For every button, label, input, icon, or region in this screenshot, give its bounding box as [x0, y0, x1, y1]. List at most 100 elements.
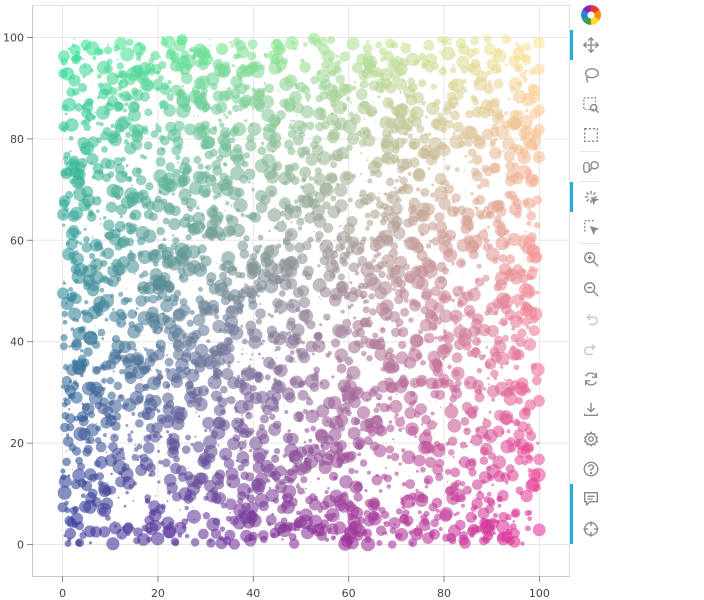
scatter-point: [510, 380, 521, 390]
scatter-point: [60, 384, 66, 389]
scatter-point: [519, 114, 534, 129]
box-select-icon[interactable]: [576, 122, 606, 148]
scatter-point: [271, 358, 274, 361]
scatter-point: [83, 330, 98, 345]
scatter-point: [166, 93, 175, 101]
scatter-point: [310, 425, 317, 432]
scatter-point: [157, 75, 164, 81]
scatter-point: [62, 281, 67, 285]
scatter-point: [202, 511, 211, 520]
scatter-point: [145, 200, 156, 211]
scatter-point: [63, 436, 74, 447]
scatter-point: [446, 91, 456, 102]
undo-icon[interactable]: [576, 306, 606, 332]
scatter-point: [397, 476, 399, 478]
pan-icon[interactable]: [576, 32, 606, 58]
scatter-point: [115, 308, 126, 319]
y-tick-label: 100: [3, 31, 24, 44]
scatter-point: [158, 129, 162, 133]
scatter-point: [520, 489, 533, 503]
scatter-point: [293, 47, 297, 51]
scatter-point: [152, 261, 159, 267]
scatter-point: [63, 151, 71, 159]
scatter-point: [513, 429, 525, 441]
box-edit-icon[interactable]: [576, 214, 606, 240]
scatter-point: [530, 213, 532, 215]
scatter-point: [474, 389, 478, 394]
scatter-point: [492, 55, 496, 59]
scatter-point: [204, 389, 209, 393]
scatter-point: [374, 347, 388, 361]
scatter-point: [219, 526, 226, 532]
scatter-point: [92, 365, 94, 368]
scatter-point: [295, 411, 304, 419]
scatter-point: [327, 487, 330, 490]
scatter-point: [152, 364, 154, 365]
crosshair-icon[interactable]: [576, 516, 606, 542]
wheel-zoom-icon[interactable]: [576, 154, 606, 180]
zoom-in-icon[interactable]: [576, 246, 606, 272]
lasso-select-icon[interactable]: [576, 62, 606, 88]
scatter-point: [264, 374, 271, 381]
scatter-point: [94, 477, 98, 481]
scatter-point: [215, 471, 219, 476]
scatter-point: [188, 48, 194, 53]
help-icon[interactable]: [576, 456, 606, 482]
scatter-point: [526, 102, 528, 105]
scatter-point: [295, 361, 297, 363]
scatter-point: [464, 459, 477, 471]
scatter-point: [187, 259, 202, 274]
scatter-point: [283, 405, 285, 407]
scatter-point: [148, 473, 152, 477]
scatter-point: [498, 254, 508, 263]
tap-icon[interactable]: [576, 184, 606, 210]
scatter-point: [460, 291, 467, 297]
scatter-point: [143, 141, 153, 151]
scatter-point: [258, 433, 260, 435]
scatter-point: [420, 360, 426, 366]
zoom-select-icon[interactable]: [576, 92, 606, 118]
scatter-point: [444, 468, 452, 475]
scatter-point: [251, 115, 253, 117]
scatter-point: [428, 322, 437, 331]
scatter-point: [257, 352, 262, 356]
scatter-point: [186, 380, 194, 389]
settings-icon[interactable]: [576, 426, 606, 452]
scatter-point: [403, 239, 407, 243]
scatter-point: [472, 106, 484, 118]
redo-icon[interactable]: [576, 336, 606, 362]
scatter-point: [165, 430, 170, 434]
scatter-point: [162, 380, 171, 389]
scatter-point: [308, 176, 314, 181]
scatter-point: [234, 409, 239, 413]
scatter-point: [411, 502, 416, 507]
scatter-point: [448, 536, 457, 545]
scatter-point: [386, 484, 392, 489]
scatter-point: [360, 317, 370, 327]
scatter-point: [536, 88, 537, 90]
scatter-point: [170, 537, 179, 546]
save-icon[interactable]: [576, 396, 606, 422]
scatter-point: [405, 479, 416, 490]
scatter-point: [305, 153, 319, 166]
scatter-point: [486, 225, 490, 229]
scatter-point: [192, 51, 199, 58]
scatter-point: [185, 434, 192, 441]
scatter-point: [268, 229, 271, 233]
scatter-point: [380, 56, 386, 62]
scatter-point: [518, 273, 529, 284]
scatter-point: [388, 420, 393, 424]
scatter-point: [58, 195, 71, 208]
scatter-point: [460, 65, 469, 74]
scatter-point: [181, 524, 187, 530]
scatter-point: [371, 364, 373, 366]
bokeh-logo[interactable]: [576, 2, 606, 28]
zoom-out-icon[interactable]: [576, 276, 606, 302]
scatter-point: [344, 451, 355, 463]
reset-icon[interactable]: [576, 366, 606, 392]
hover-icon[interactable]: [576, 486, 606, 512]
scatter-point: [374, 161, 380, 167]
scatter-point: [184, 245, 186, 247]
scatter-point: [322, 292, 323, 293]
